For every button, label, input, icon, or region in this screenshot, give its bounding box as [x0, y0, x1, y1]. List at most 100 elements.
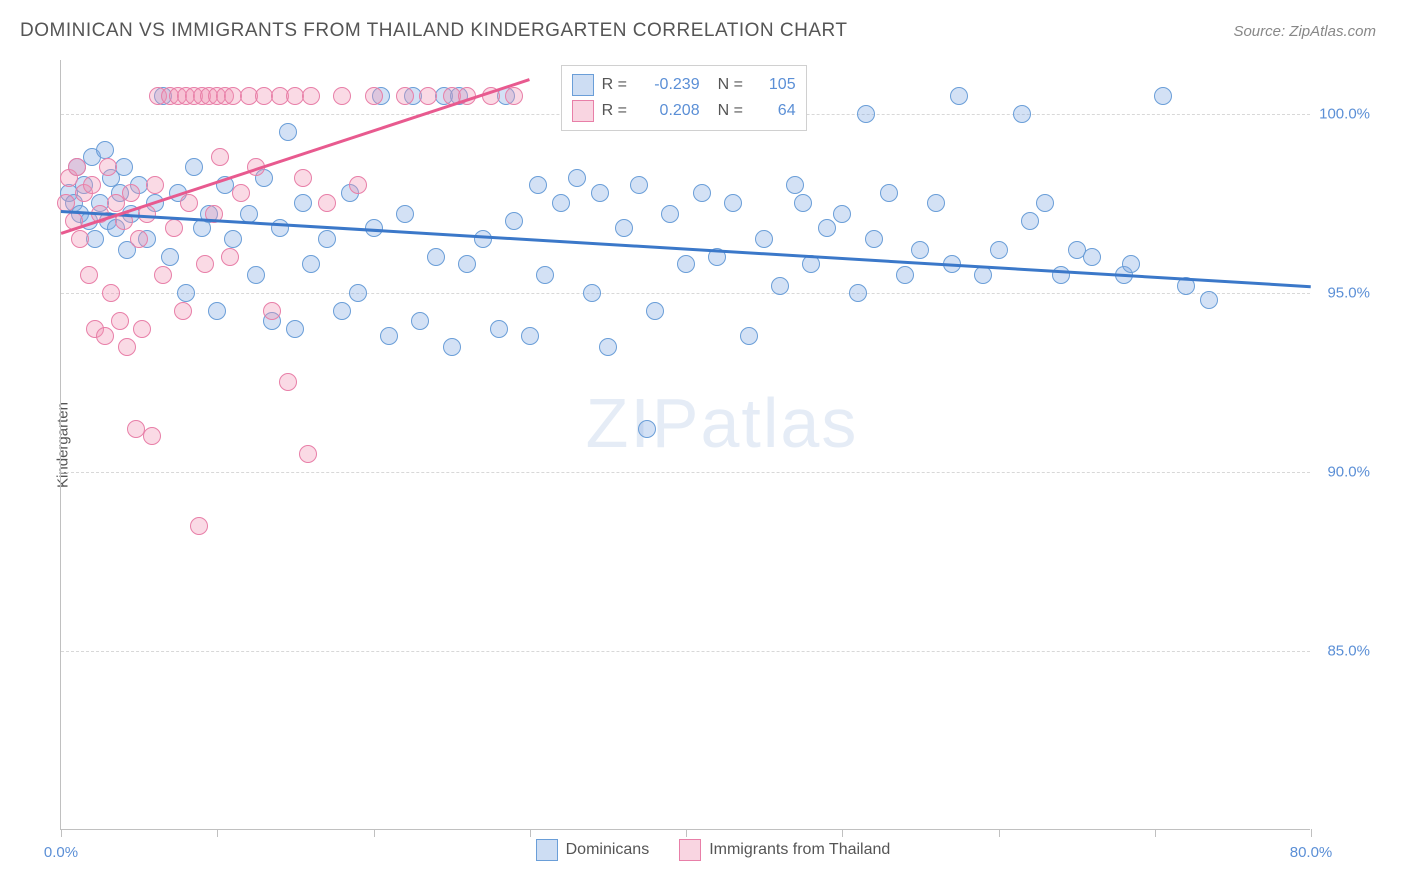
- scatter-point: [552, 194, 570, 212]
- scatter-point: [185, 158, 203, 176]
- legend-swatch: [679, 839, 701, 861]
- scatter-point: [96, 141, 114, 159]
- scatter-point: [232, 184, 250, 202]
- plot-area: ZIPatlas 85.0%90.0%95.0%100.0%0.0%80.0%R…: [60, 60, 1310, 830]
- scatter-point: [1154, 87, 1172, 105]
- scatter-point: [443, 338, 461, 356]
- scatter-point: [1122, 255, 1140, 273]
- legend-n-value: 64: [756, 102, 796, 120]
- scatter-point: [1200, 291, 1218, 309]
- scatter-point: [1052, 266, 1070, 284]
- scatter-point: [318, 230, 336, 248]
- scatter-point: [630, 176, 648, 194]
- scatter-point: [693, 184, 711, 202]
- scatter-point: [247, 266, 265, 284]
- x-tick: [842, 829, 843, 837]
- x-tick: [217, 829, 218, 837]
- scatter-point: [349, 176, 367, 194]
- scatter-point: [911, 241, 929, 259]
- scatter-point: [133, 320, 151, 338]
- scatter-point: [646, 302, 664, 320]
- scatter-point: [857, 105, 875, 123]
- scatter-point: [190, 517, 208, 535]
- scatter-point: [86, 230, 104, 248]
- scatter-point: [196, 255, 214, 273]
- scatter-point: [396, 205, 414, 223]
- scatter-point: [427, 248, 445, 266]
- chart-header: DOMINICAN VS IMMIGRANTS FROM THAILAND KI…: [0, 0, 1406, 52]
- gridline: [61, 472, 1310, 473]
- scatter-point: [411, 312, 429, 330]
- scatter-point: [849, 284, 867, 302]
- scatter-point: [880, 184, 898, 202]
- scatter-point: [505, 212, 523, 230]
- legend-series-item: Dominicans: [536, 839, 650, 861]
- legend-series-label: Dominicans: [566, 841, 650, 859]
- scatter-point: [286, 320, 304, 338]
- scatter-point: [80, 266, 98, 284]
- scatter-point: [143, 427, 161, 445]
- scatter-point: [536, 266, 554, 284]
- scatter-point: [1083, 248, 1101, 266]
- legend-series-label: Immigrants from Thailand: [709, 841, 890, 859]
- legend-r-value: 0.208: [640, 102, 700, 120]
- scatter-point: [71, 230, 89, 248]
- scatter-point: [380, 327, 398, 345]
- x-tick: [1311, 829, 1312, 837]
- scatter-point: [165, 219, 183, 237]
- scatter-point: [1013, 105, 1031, 123]
- scatter-point: [833, 205, 851, 223]
- scatter-point: [740, 327, 758, 345]
- watermark-light: atlas: [700, 384, 858, 462]
- scatter-point: [583, 284, 601, 302]
- legend-series-item: Immigrants from Thailand: [679, 839, 890, 861]
- gridline: [61, 293, 1310, 294]
- watermark: ZIPatlas: [586, 383, 859, 463]
- scatter-point: [211, 148, 229, 166]
- scatter-point: [174, 302, 192, 320]
- x-tick-label-right: 80.0%: [1290, 844, 1333, 861]
- scatter-point: [950, 87, 968, 105]
- legend-series: Dominicans Immigrants from Thailand: [536, 839, 891, 861]
- legend-stats-row: R =0.208N =64: [572, 98, 796, 124]
- gridline: [61, 651, 1310, 652]
- legend-r-label: R =: [602, 102, 632, 120]
- y-tick-label: 90.0%: [1327, 463, 1370, 480]
- scatter-point: [724, 194, 742, 212]
- scatter-point: [221, 248, 239, 266]
- scatter-point: [1021, 212, 1039, 230]
- scatter-point: [122, 184, 140, 202]
- scatter-point: [661, 205, 679, 223]
- scatter-point: [365, 87, 383, 105]
- legend-swatch: [572, 74, 594, 96]
- x-tick: [530, 829, 531, 837]
- scatter-point: [568, 169, 586, 187]
- scatter-point: [591, 184, 609, 202]
- legend-r-label: R =: [602, 76, 632, 94]
- scatter-point: [302, 255, 320, 273]
- scatter-point: [279, 123, 297, 141]
- chart-source: Source: ZipAtlas.com: [1233, 23, 1376, 40]
- scatter-point: [490, 320, 508, 338]
- scatter-point: [302, 87, 320, 105]
- scatter-point: [130, 230, 148, 248]
- scatter-point: [419, 87, 437, 105]
- scatter-point: [786, 176, 804, 194]
- scatter-point: [161, 248, 179, 266]
- legend-swatch: [536, 839, 558, 861]
- x-tick: [999, 829, 1000, 837]
- scatter-point: [755, 230, 773, 248]
- scatter-point: [771, 277, 789, 295]
- x-tick: [61, 829, 62, 837]
- scatter-point: [1036, 194, 1054, 212]
- scatter-point: [794, 194, 812, 212]
- y-tick-label: 100.0%: [1319, 105, 1370, 122]
- scatter-point: [279, 373, 297, 391]
- scatter-point: [333, 87, 351, 105]
- legend-swatch: [572, 100, 594, 122]
- scatter-point: [349, 284, 367, 302]
- scatter-point: [505, 87, 523, 105]
- scatter-point: [818, 219, 836, 237]
- scatter-point: [177, 284, 195, 302]
- scatter-point: [299, 445, 317, 463]
